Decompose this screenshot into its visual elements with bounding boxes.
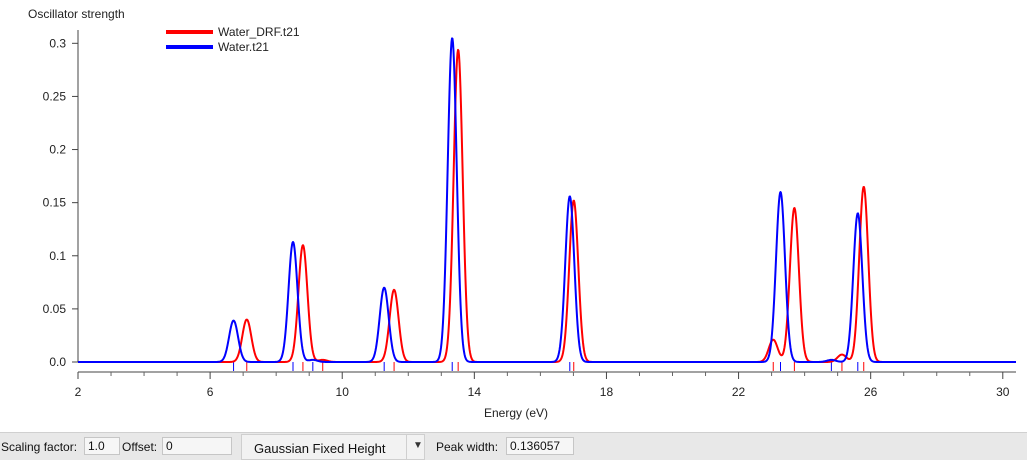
y-tick-label: 0.05 [43,302,67,316]
scaling-factor-label: Scaling factor: [1,440,78,454]
series-lines [77,37,1017,363]
offset-label: Offset: [122,440,158,454]
x-tick-label: 6 [207,385,214,399]
peak-shape-value: Gaussian Fixed Height [254,441,386,456]
scaling-factor-input[interactable] [84,437,120,455]
series-line-2 [77,37,1017,363]
peak-width-input[interactable] [506,437,574,455]
x-axis: 2 6 10 14 18 22 26 30 [75,371,1016,399]
y-axis: 0.0 0.05 0.1 0.15 0.2 0.25 0.3 [43,30,79,369]
x-tick-label: 10 [336,385,350,399]
y-tick-label: 0.0 [49,355,66,369]
offset-input[interactable] [162,437,232,455]
y-tick-label: 0.3 [49,36,66,50]
legend-label: Water.t21 [218,40,269,54]
select-divider [406,435,407,459]
spectrum-controls-bar: Scaling factor: Offset: Gaussian Fixed H… [0,432,1027,460]
y-tick-label: 0.2 [49,143,66,157]
x-tick-label: 2 [75,385,82,399]
x-tick-label: 30 [996,385,1010,399]
peak-width-label: Peak width: [436,440,499,454]
x-tick-label: 22 [732,385,746,399]
x-axis-title: Energy (eV) [484,406,548,420]
x-tick-label: 26 [864,385,878,399]
y-tick-label: 0.25 [43,89,67,103]
legend-label: Water_DRF.t21 [218,25,300,39]
y-tick-label: 0.1 [49,249,66,263]
dropdown-arrow-icon[interactable]: ▼ [413,440,423,451]
series-line-1 [77,48,1017,363]
x-tick-label: 14 [468,385,482,399]
y-tick-label: 0.15 [43,196,67,210]
spectrum-chart: Oscillator strength 0.0 0.05 0.1 0.15 0.2 0.2… [28,7,1017,420]
peak-shape-select[interactable]: Gaussian Fixed Height ▼ [241,434,425,460]
x-tick-label: 18 [600,385,614,399]
y-axis-title: Oscillator strength [28,7,125,21]
stick-marks [233,362,865,371]
